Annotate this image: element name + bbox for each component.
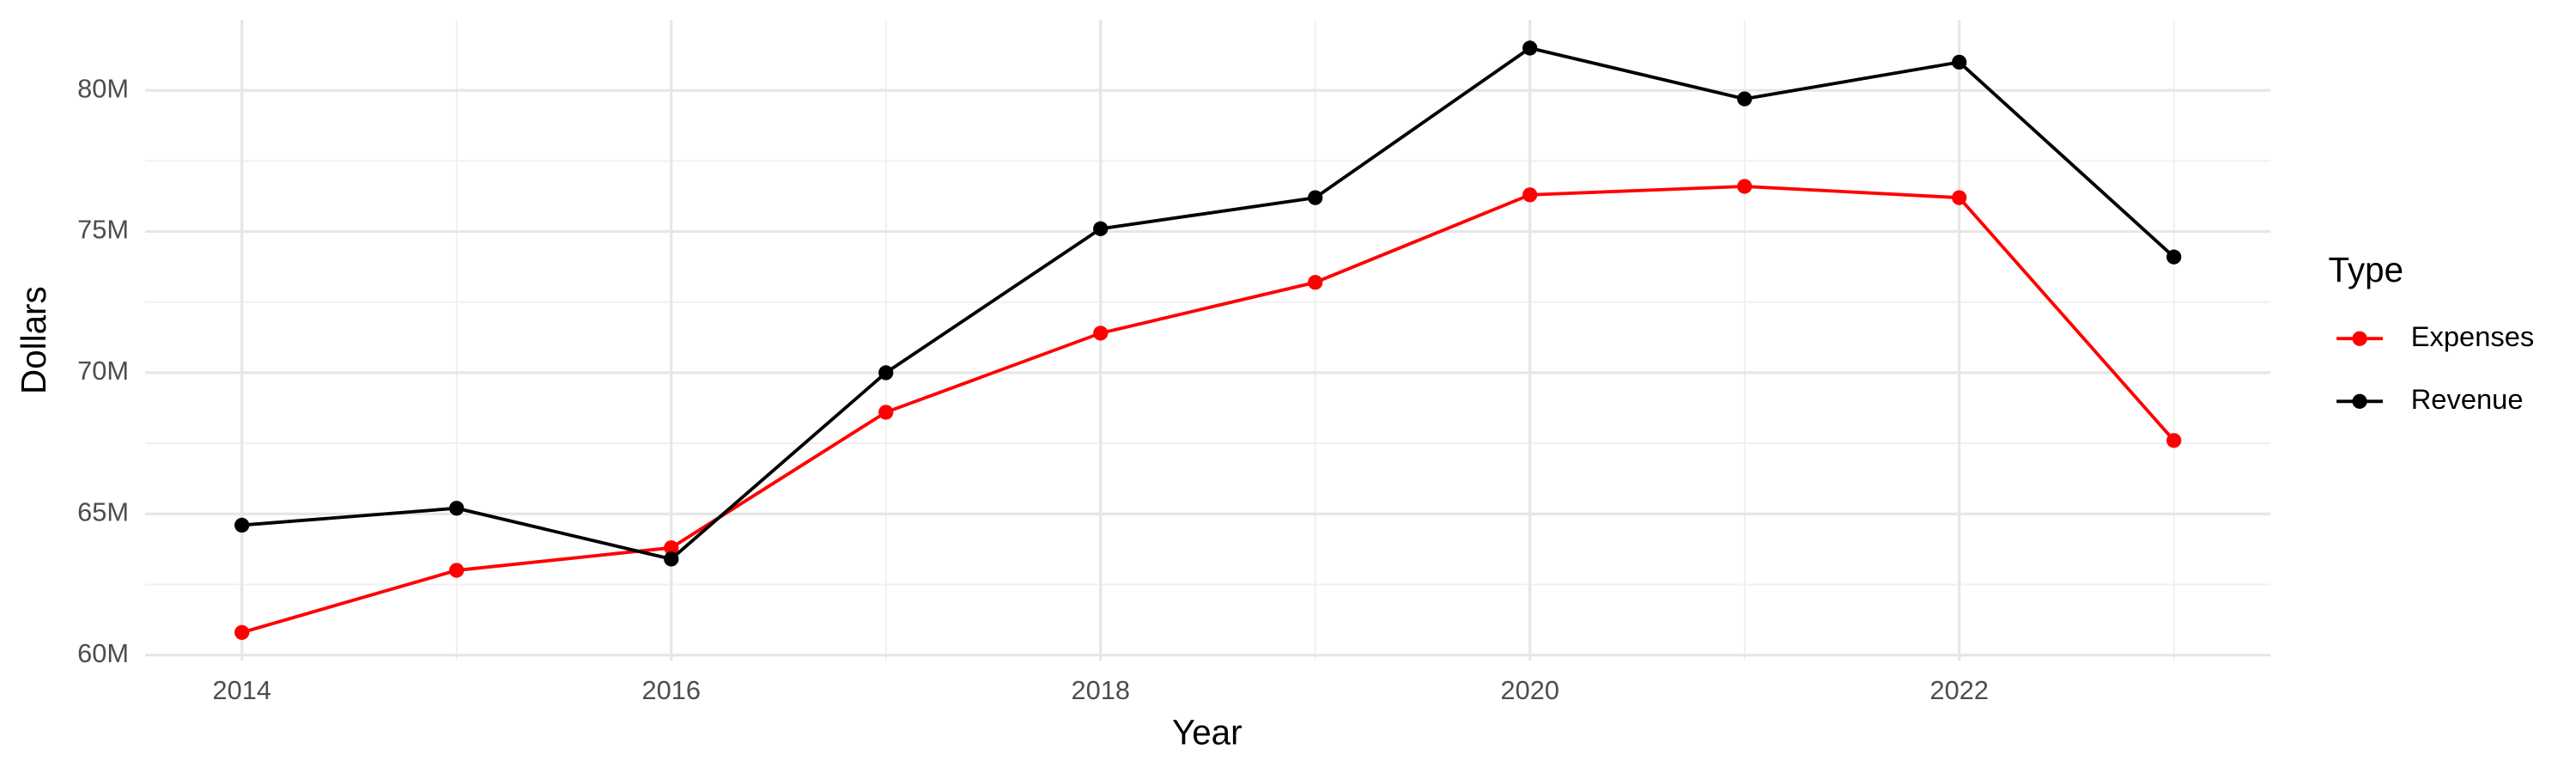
x-tick-label: 2022 (1930, 675, 1989, 705)
legend-label: Revenue (2411, 383, 2524, 415)
data-point (449, 563, 465, 578)
y-tick-label: 80M (77, 73, 129, 103)
data-point (1737, 179, 1753, 194)
data-point (2166, 249, 2182, 265)
data-point (234, 517, 250, 533)
data-point (1093, 221, 1109, 236)
data-point (1737, 91, 1753, 107)
x-tick-label: 2014 (213, 675, 271, 705)
y-axis-title: Dollars (14, 286, 53, 394)
data-point (1952, 190, 1967, 205)
data-point (1952, 54, 1967, 70)
x-tick-label: 2018 (1072, 675, 1130, 705)
data-point (1522, 40, 1538, 56)
x-tick-label: 2020 (1501, 675, 1559, 705)
series-line (241, 46, 2176, 561)
y-tick-label: 60M (77, 638, 129, 668)
data-point (1522, 187, 1538, 203)
legend-label: Expenses (2411, 320, 2535, 352)
data-point (664, 540, 679, 556)
data-point (449, 501, 465, 516)
legend-key-point (2352, 331, 2367, 346)
y-tick-label: 65M (77, 496, 129, 526)
data-point (2166, 433, 2182, 448)
y-tick-label: 70M (77, 356, 129, 386)
data-point (878, 365, 894, 380)
x-axis-title: Year (1172, 712, 1242, 752)
data-point (878, 405, 894, 420)
data-point (1308, 275, 1323, 290)
data-point (664, 551, 679, 567)
x-tick-label: 2016 (642, 675, 701, 705)
data-point (234, 624, 250, 641)
series-line (241, 185, 2176, 635)
legend-title: Type (2329, 250, 2404, 289)
y-tick-label: 75M (77, 215, 129, 245)
data-point (1308, 190, 1323, 205)
legend-key-point (2352, 393, 2367, 409)
data-point (1093, 326, 1109, 341)
